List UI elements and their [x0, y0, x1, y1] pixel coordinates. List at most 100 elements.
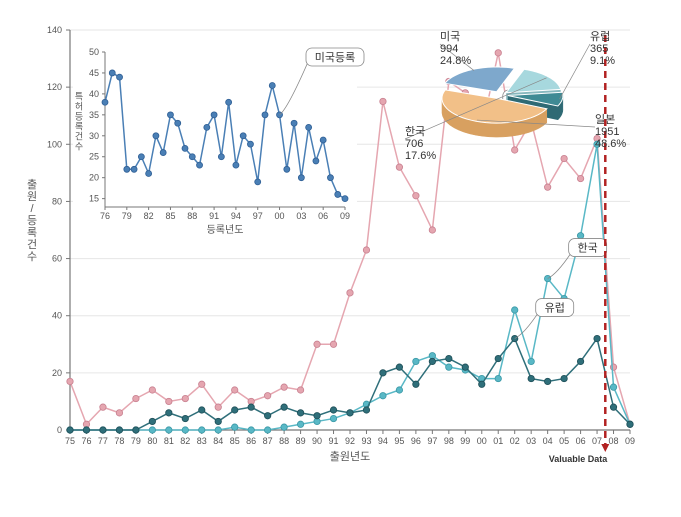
inset-x-tick: 06	[318, 211, 328, 221]
y-tick-label: 0	[57, 425, 62, 435]
x-axis-label: 출원년도	[330, 450, 370, 463]
svg-text:등: 등	[75, 112, 83, 122]
svg-text:수: 수	[75, 142, 83, 152]
series-marker-europe	[495, 355, 501, 361]
x-tick-label: 80	[147, 436, 157, 446]
series-marker-korea	[330, 415, 336, 421]
series-marker-europe	[133, 427, 139, 433]
series-marker-europe	[215, 418, 221, 424]
x-tick-label: 94	[378, 436, 388, 446]
series-marker-europe	[380, 370, 386, 376]
inset-series-marker	[167, 112, 173, 118]
series-marker-europe	[577, 358, 583, 364]
series-marker-korea	[149, 427, 155, 433]
series-marker-korea	[610, 384, 616, 390]
series-marker-korea	[413, 358, 419, 364]
reference-arrow	[601, 444, 609, 452]
x-tick-label: 89	[296, 436, 306, 446]
y-tick-label: 120	[47, 82, 62, 92]
x-tick-label: 79	[131, 436, 141, 446]
x-tick-label: 05	[559, 436, 569, 446]
svg-text:등: 등	[27, 214, 37, 227]
series-marker-japan	[182, 395, 188, 401]
inset-series-marker	[131, 166, 137, 172]
chart-container: 0204060801001201407576777879808182838485…	[0, 0, 681, 517]
series-marker-europe	[594, 335, 600, 341]
x-tick-label: 91	[329, 436, 339, 446]
svg-text:록: 록	[27, 226, 37, 239]
inset-series-marker	[255, 179, 261, 185]
series-marker-europe	[561, 375, 567, 381]
y-tick-label: 80	[52, 196, 62, 206]
series-marker-europe	[528, 375, 534, 381]
pie-label-pct: 17.6%	[405, 150, 436, 162]
svg-text:특: 특	[75, 92, 83, 102]
series-marker-korea	[380, 393, 386, 399]
series-marker-japan	[495, 50, 501, 56]
inset-x-tick: 03	[296, 211, 306, 221]
x-tick-label: 96	[411, 436, 421, 446]
series-marker-japan	[314, 341, 320, 347]
x-tick-label: 98	[444, 436, 454, 446]
x-tick-label: 93	[361, 436, 371, 446]
series-marker-korea	[166, 427, 172, 433]
inset-series-marker	[226, 99, 232, 105]
series-marker-europe	[347, 410, 353, 416]
inset-series-marker	[189, 154, 195, 160]
pie-chart: 일본195148.6%미국99424.8%한국70617.6%유럽3659.1%	[405, 29, 626, 162]
svg-text:록: 록	[75, 122, 83, 132]
series-marker-japan	[380, 98, 386, 104]
svg-text:원: 원	[27, 190, 37, 203]
series-marker-japan	[512, 147, 518, 153]
pie-label-value: 706	[405, 138, 423, 150]
series-marker-japan	[561, 155, 567, 161]
series-marker-europe	[429, 358, 435, 364]
inset-x-tick: 97	[253, 211, 263, 221]
series-marker-japan	[429, 227, 435, 233]
inset-series-marker	[102, 99, 108, 105]
inset-x-tick: 76	[100, 211, 110, 221]
inset-y-tick: 40	[89, 89, 99, 99]
pie-label-value: 365	[590, 43, 608, 55]
inset-x-tick: 79	[122, 211, 132, 221]
series-marker-europe	[166, 410, 172, 416]
x-tick-label: 81	[164, 436, 174, 446]
y-axis-label: 출원/등록건수	[27, 178, 37, 263]
inset-x-tick: 09	[340, 211, 350, 221]
x-tick-label: 06	[576, 436, 586, 446]
series-marker-europe	[627, 421, 633, 427]
series-marker-europe	[479, 381, 485, 387]
inset-series-marker	[153, 133, 159, 139]
pie-label-pct: 9.1%	[590, 55, 615, 67]
inset-y-tick: 15	[89, 194, 99, 204]
x-tick-label: 85	[230, 436, 240, 446]
x-tick-label: 92	[345, 436, 355, 446]
reference-label: Valuable Data	[549, 454, 609, 464]
series-marker-japan	[232, 387, 238, 393]
x-tick-label: 83	[197, 436, 207, 446]
inset-series-marker	[124, 166, 130, 172]
inset-series-marker	[342, 196, 348, 202]
series-marker-korea	[446, 364, 452, 370]
series-marker-korea	[281, 424, 287, 430]
inset-x-tick: 91	[209, 211, 219, 221]
inset-series-marker	[313, 158, 319, 164]
y-tick-label: 20	[52, 368, 62, 378]
series-marker-japan	[297, 387, 303, 393]
series-marker-europe	[446, 355, 452, 361]
inset-series-marker	[117, 74, 123, 80]
svg-text:수: 수	[27, 250, 37, 263]
inset-y-tick: 20	[89, 173, 99, 183]
inset-series-marker	[109, 70, 115, 76]
series-marker-europe	[100, 427, 106, 433]
inset-x-tick: 85	[165, 211, 175, 221]
inset-series-marker	[262, 112, 268, 118]
inset-series-marker	[175, 120, 181, 126]
inset-series-marker	[146, 170, 152, 176]
inset-series-marker	[284, 166, 290, 172]
inset-y-tick: 50	[89, 47, 99, 57]
inset-y-tick: 30	[89, 131, 99, 141]
series-marker-japan	[330, 341, 336, 347]
inset-series-marker	[182, 145, 188, 151]
series-marker-japan	[116, 410, 122, 416]
